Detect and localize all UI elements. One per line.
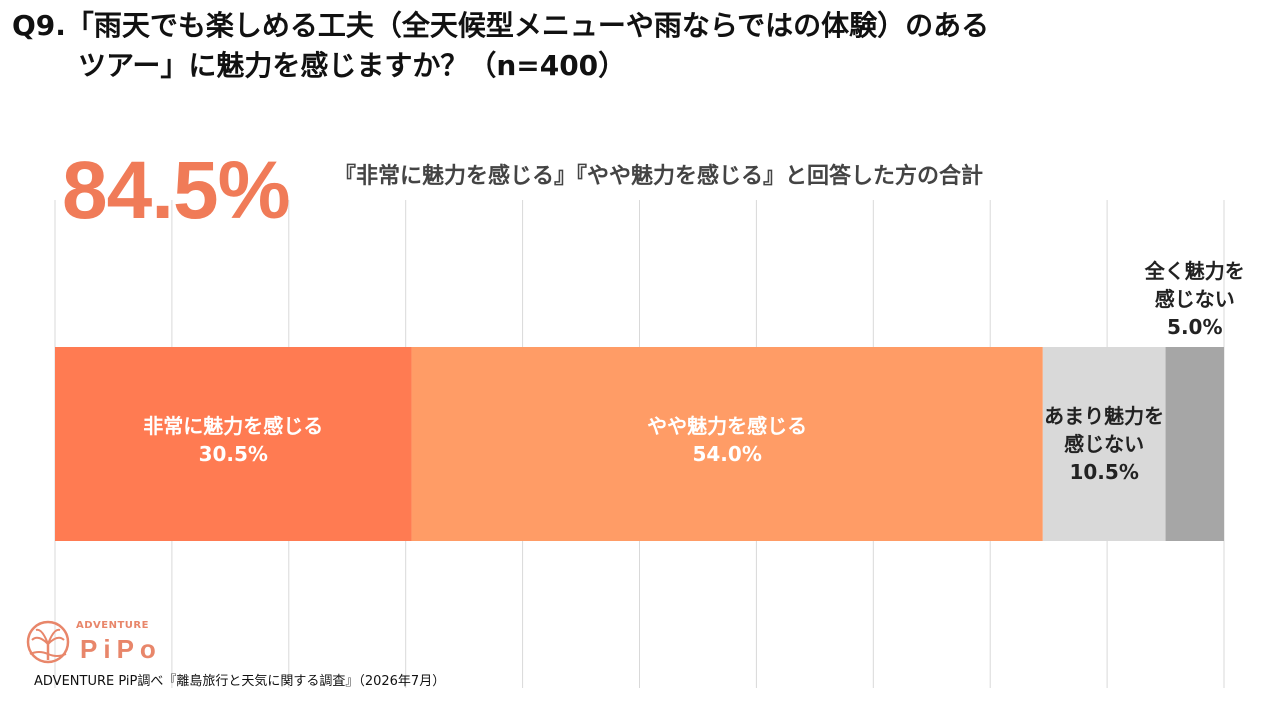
question-title-line-2: ツアー」に魅力を感じますか？（n=400） bbox=[78, 49, 627, 82]
highlight-total-value: 84.5% bbox=[62, 145, 291, 236]
bar-value-label: 5.0% bbox=[1167, 315, 1223, 339]
bar-segment-2 bbox=[1042, 347, 1166, 541]
palm-tree-sun-logo-icon bbox=[26, 620, 70, 664]
bar-category-label: 全く魅力を bbox=[1144, 259, 1245, 283]
bar-value-label: 54.0% bbox=[692, 442, 762, 466]
bar-category-label: 非常に魅力を感じる bbox=[143, 414, 324, 438]
bar-category-label: やや魅力を感じる bbox=[647, 414, 808, 438]
bar-value-label: 10.5% bbox=[1069, 460, 1139, 484]
bar-label-1: やや魅力を感じる 54.0% bbox=[647, 412, 807, 468]
highlight-caption: 『非常に魅力を感じる』『やや魅力を感じる』と回答した方の合計 bbox=[334, 164, 984, 189]
bar-segment-3 bbox=[1165, 347, 1224, 541]
bar-category-label: 感じない bbox=[1064, 432, 1145, 456]
bar-label-0: 非常に魅力を感じる 30.5% bbox=[143, 412, 323, 468]
bar-segment-1 bbox=[411, 347, 1043, 541]
logo-text-main: PiPo bbox=[80, 634, 162, 664]
bar-segment-0 bbox=[55, 347, 412, 541]
logo-text-top: ADVENTURE bbox=[76, 620, 149, 631]
bar-label-2: あまり魅力を 感じない 10.5% bbox=[1044, 402, 1164, 486]
bar-category-label: あまり魅力を bbox=[1044, 404, 1165, 428]
bar-label-3: 全く魅力を感じない 5.0% bbox=[1145, 257, 1245, 341]
source-note: ADVENTURE PiP調べ『離島旅行と天気に関する調査』（2026年7月） bbox=[34, 674, 446, 689]
bar-category-label: 感じない bbox=[1154, 287, 1235, 311]
bar-value-label: 30.5% bbox=[198, 442, 268, 466]
question-title-line-1: Q9.「雨天でも楽しめる工夫（全天候型メニューや雨ならではの体験）のある bbox=[12, 9, 990, 42]
